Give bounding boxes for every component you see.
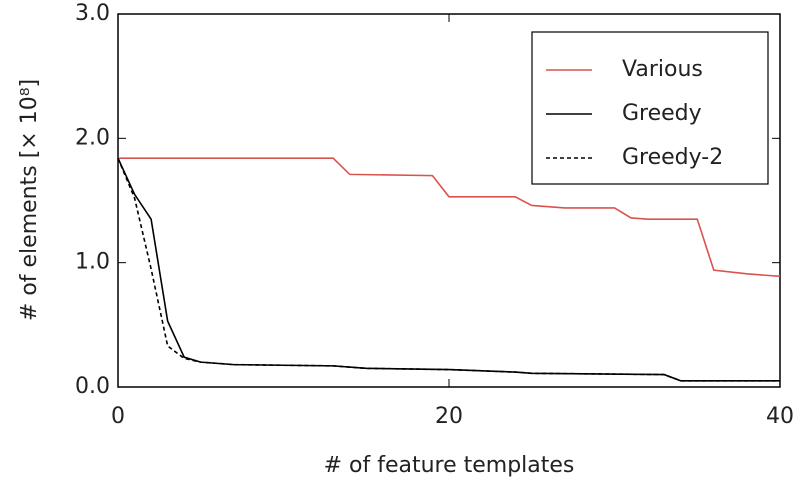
- y-tick-label: 1.0: [75, 250, 110, 275]
- line: [118, 157, 781, 278]
- legend-label: Greedy-2: [622, 145, 723, 170]
- x-axis-label: # of feature templates: [324, 453, 575, 477]
- x-tick-label: 0: [111, 404, 125, 429]
- y-tick-label: 2.0: [75, 125, 110, 150]
- x-tick-label: 20: [435, 404, 463, 429]
- y-tick-label: 0.0: [75, 374, 110, 399]
- legend-label: Greedy: [622, 101, 702, 126]
- y-tick-label: 3.0: [75, 1, 110, 26]
- legend-box: [531, 31, 769, 185]
- line: [117, 157, 780, 382]
- y-axis-label: # of elements [× 10⁸]: [17, 79, 42, 321]
- line: [117, 157, 780, 382]
- x-tick-label: 40: [766, 404, 794, 429]
- legend-label: Various: [622, 57, 703, 82]
